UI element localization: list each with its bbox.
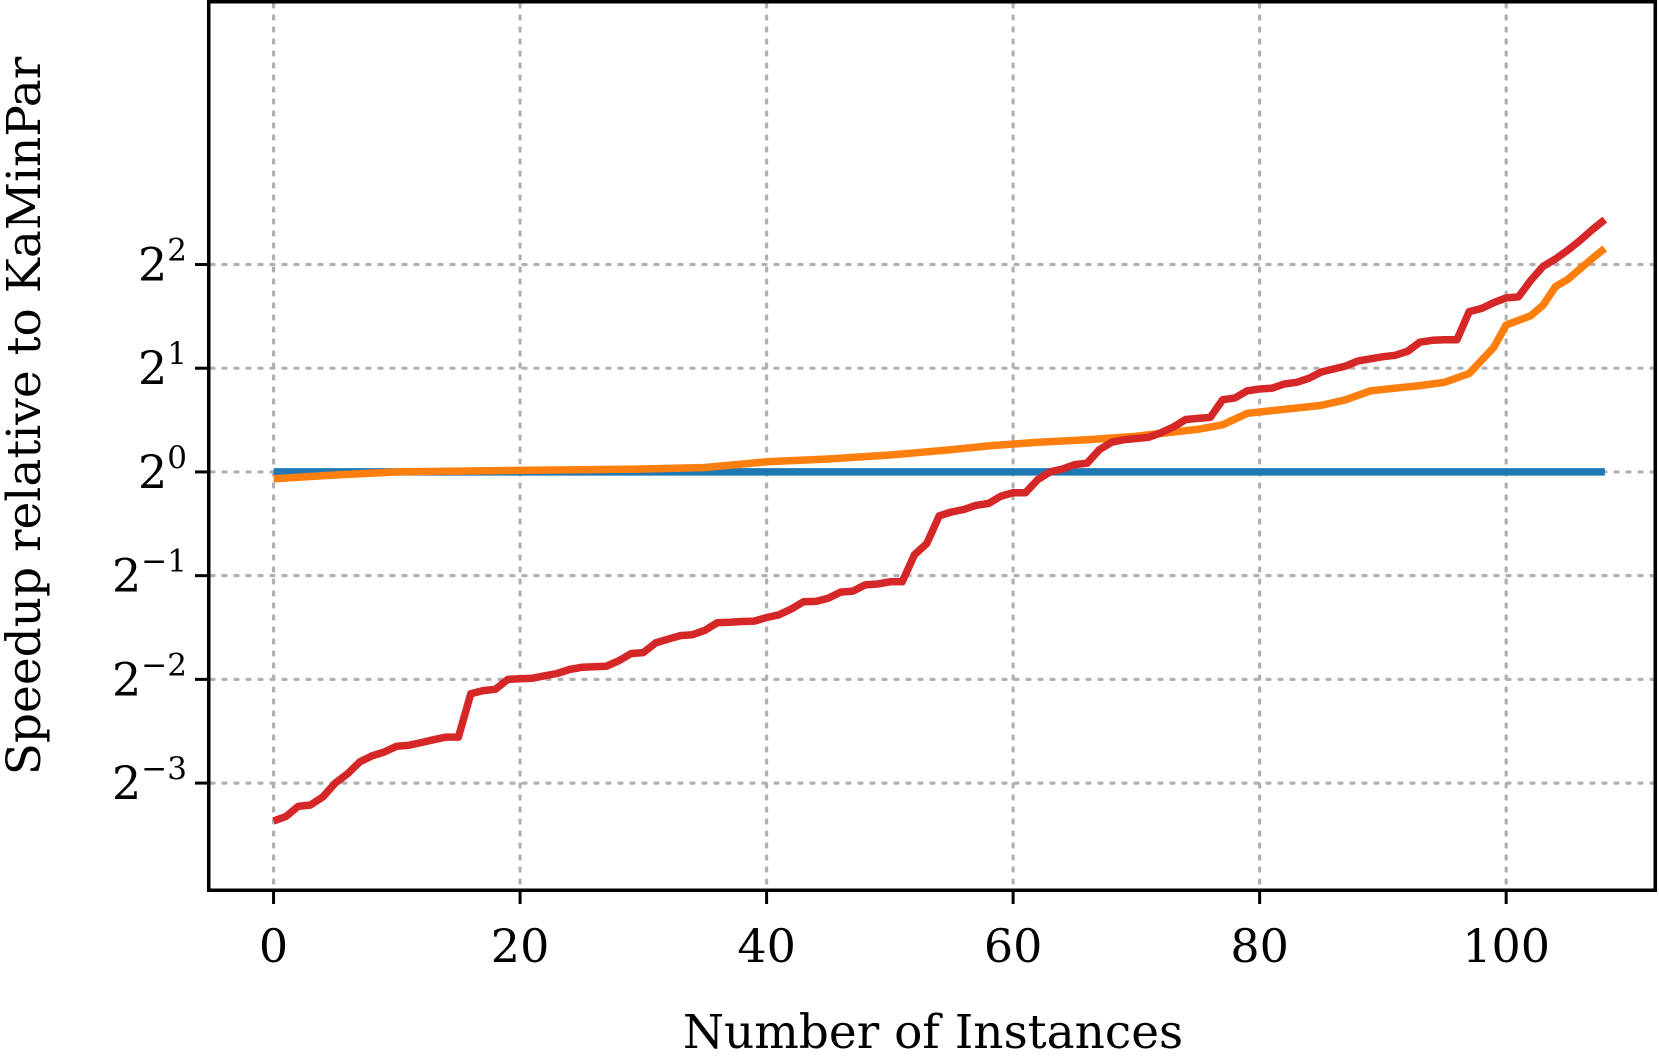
y-tick-label: 21: [138, 336, 187, 395]
x-axis-label: Number of Instances: [683, 1005, 1183, 1060]
grid-layer: [209, 2, 1657, 890]
label-layer: Number of Instances Speedup relative to …: [0, 56, 1183, 1060]
x-tick-label: 60: [984, 919, 1043, 973]
series-line-2: [273, 245, 1608, 483]
x-tick-label: 0: [259, 919, 288, 973]
x-tick-label: 80: [1230, 919, 1289, 973]
y-tick-label: 2−1: [112, 544, 187, 603]
y-tick-label: 20: [138, 440, 187, 499]
x-tick-label: 20: [491, 919, 550, 973]
plot-frame: [207, 0, 1657, 892]
x-tick-label: 100: [1462, 919, 1550, 973]
y-tick-label: 2−2: [112, 647, 187, 706]
x-tick-label: 40: [737, 919, 796, 973]
series-layer: [272, 216, 1608, 825]
y-tick-label: 2−3: [112, 751, 187, 810]
series-line-3: [272, 216, 1608, 825]
tick-layer: 0 20 40 60 80 100 2−3 2−2 2−1 20 21 22: [112, 232, 1550, 973]
y-axis-label: Speedup relative to KaMinPar: [0, 56, 52, 775]
y-tick-label: 22: [138, 232, 187, 291]
